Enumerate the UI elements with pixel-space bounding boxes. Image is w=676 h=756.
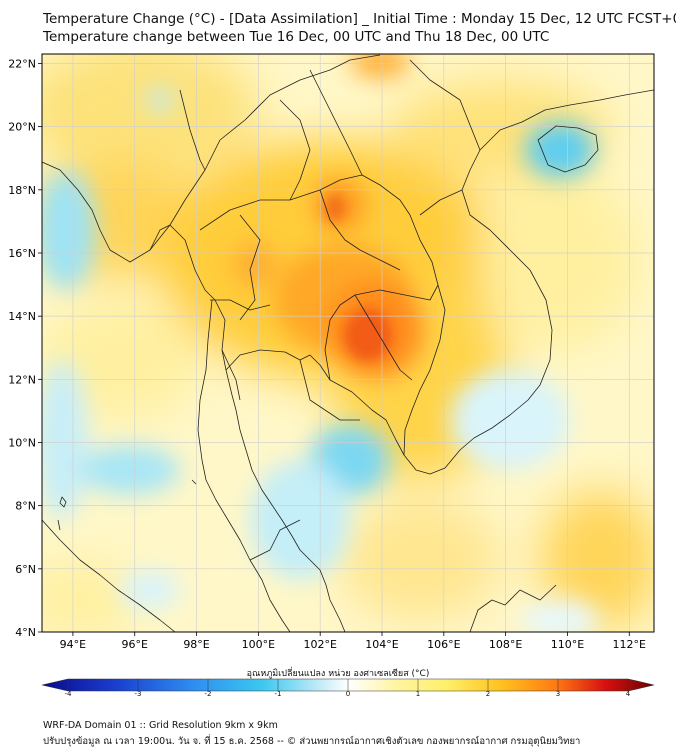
- latitude-labels: 22°N 20°N 18°N 16°N 14°N 12°N 10°N 8°N 6°N 4°N: [8, 57, 42, 639]
- lat-label: 10°N: [8, 436, 36, 449]
- colorbar-tick-label: 1: [415, 690, 421, 698]
- lat-label: 12°N: [8, 373, 36, 386]
- colorbar-label: อุณหภูมิเปลี่ยนแปลง หน่วย องศาเซลเซียส (…: [246, 669, 430, 679]
- lat-label: 4°N: [15, 626, 36, 639]
- colorbar-tick-label: -1: [274, 690, 282, 698]
- lon-label: 106°E: [427, 638, 460, 651]
- footer-update-info: ปรับปรุงข้อมูล ณ เวลา 19:00น. วัน จ. ที่…: [43, 736, 581, 747]
- map-frame: [41, 53, 655, 633]
- map-title: Temperature Change (°C) - [Data Assimila…: [43, 11, 676, 27]
- lat-label: 22°N: [8, 57, 36, 70]
- colorbar-tick-label: -3: [134, 690, 142, 698]
- colorbar: [41, 678, 655, 692]
- lon-label: 112°E: [613, 638, 646, 651]
- colorbar-tick-label: 3: [555, 690, 561, 698]
- colorbar-tick-label: 2: [485, 690, 491, 698]
- lat-label: 18°N: [8, 184, 36, 197]
- colorbar-tick-label: -2: [204, 690, 212, 698]
- lon-label: 104°E: [365, 638, 398, 651]
- colorbar-tick-label: -4: [64, 690, 72, 698]
- lon-label: 108°E: [489, 638, 522, 651]
- lon-label: 96°E: [122, 638, 148, 651]
- lat-label: 6°N: [15, 563, 36, 576]
- lat-label: 16°N: [8, 247, 36, 260]
- lat-label: 20°N: [8, 121, 36, 134]
- lon-label: 100°E: [242, 638, 275, 651]
- footer-model-info: WRF-DA Domain 01 :: Grid Resolution 9km …: [43, 720, 278, 731]
- map-subtitle: Temperature change between Tue 16 Dec, 0…: [43, 29, 550, 45]
- lat-label: 8°N: [15, 500, 36, 513]
- longitude-labels: 94°E 96°E 98°E 100°E 102°E 104°E 106°E 108°E 110…: [60, 632, 646, 651]
- lon-label: 94°E: [60, 638, 86, 651]
- lon-label: 110°E: [551, 638, 584, 651]
- lat-label: 14°N: [8, 310, 36, 323]
- lon-label: 98°E: [183, 638, 209, 651]
- colorbar-tick-label: 0: [345, 690, 351, 698]
- temperature-field: [42, 54, 654, 632]
- coastline-and-boundaries: [42, 54, 654, 632]
- colorbar-tick-label: 4: [625, 690, 631, 698]
- lon-label: 102°E: [303, 638, 336, 651]
